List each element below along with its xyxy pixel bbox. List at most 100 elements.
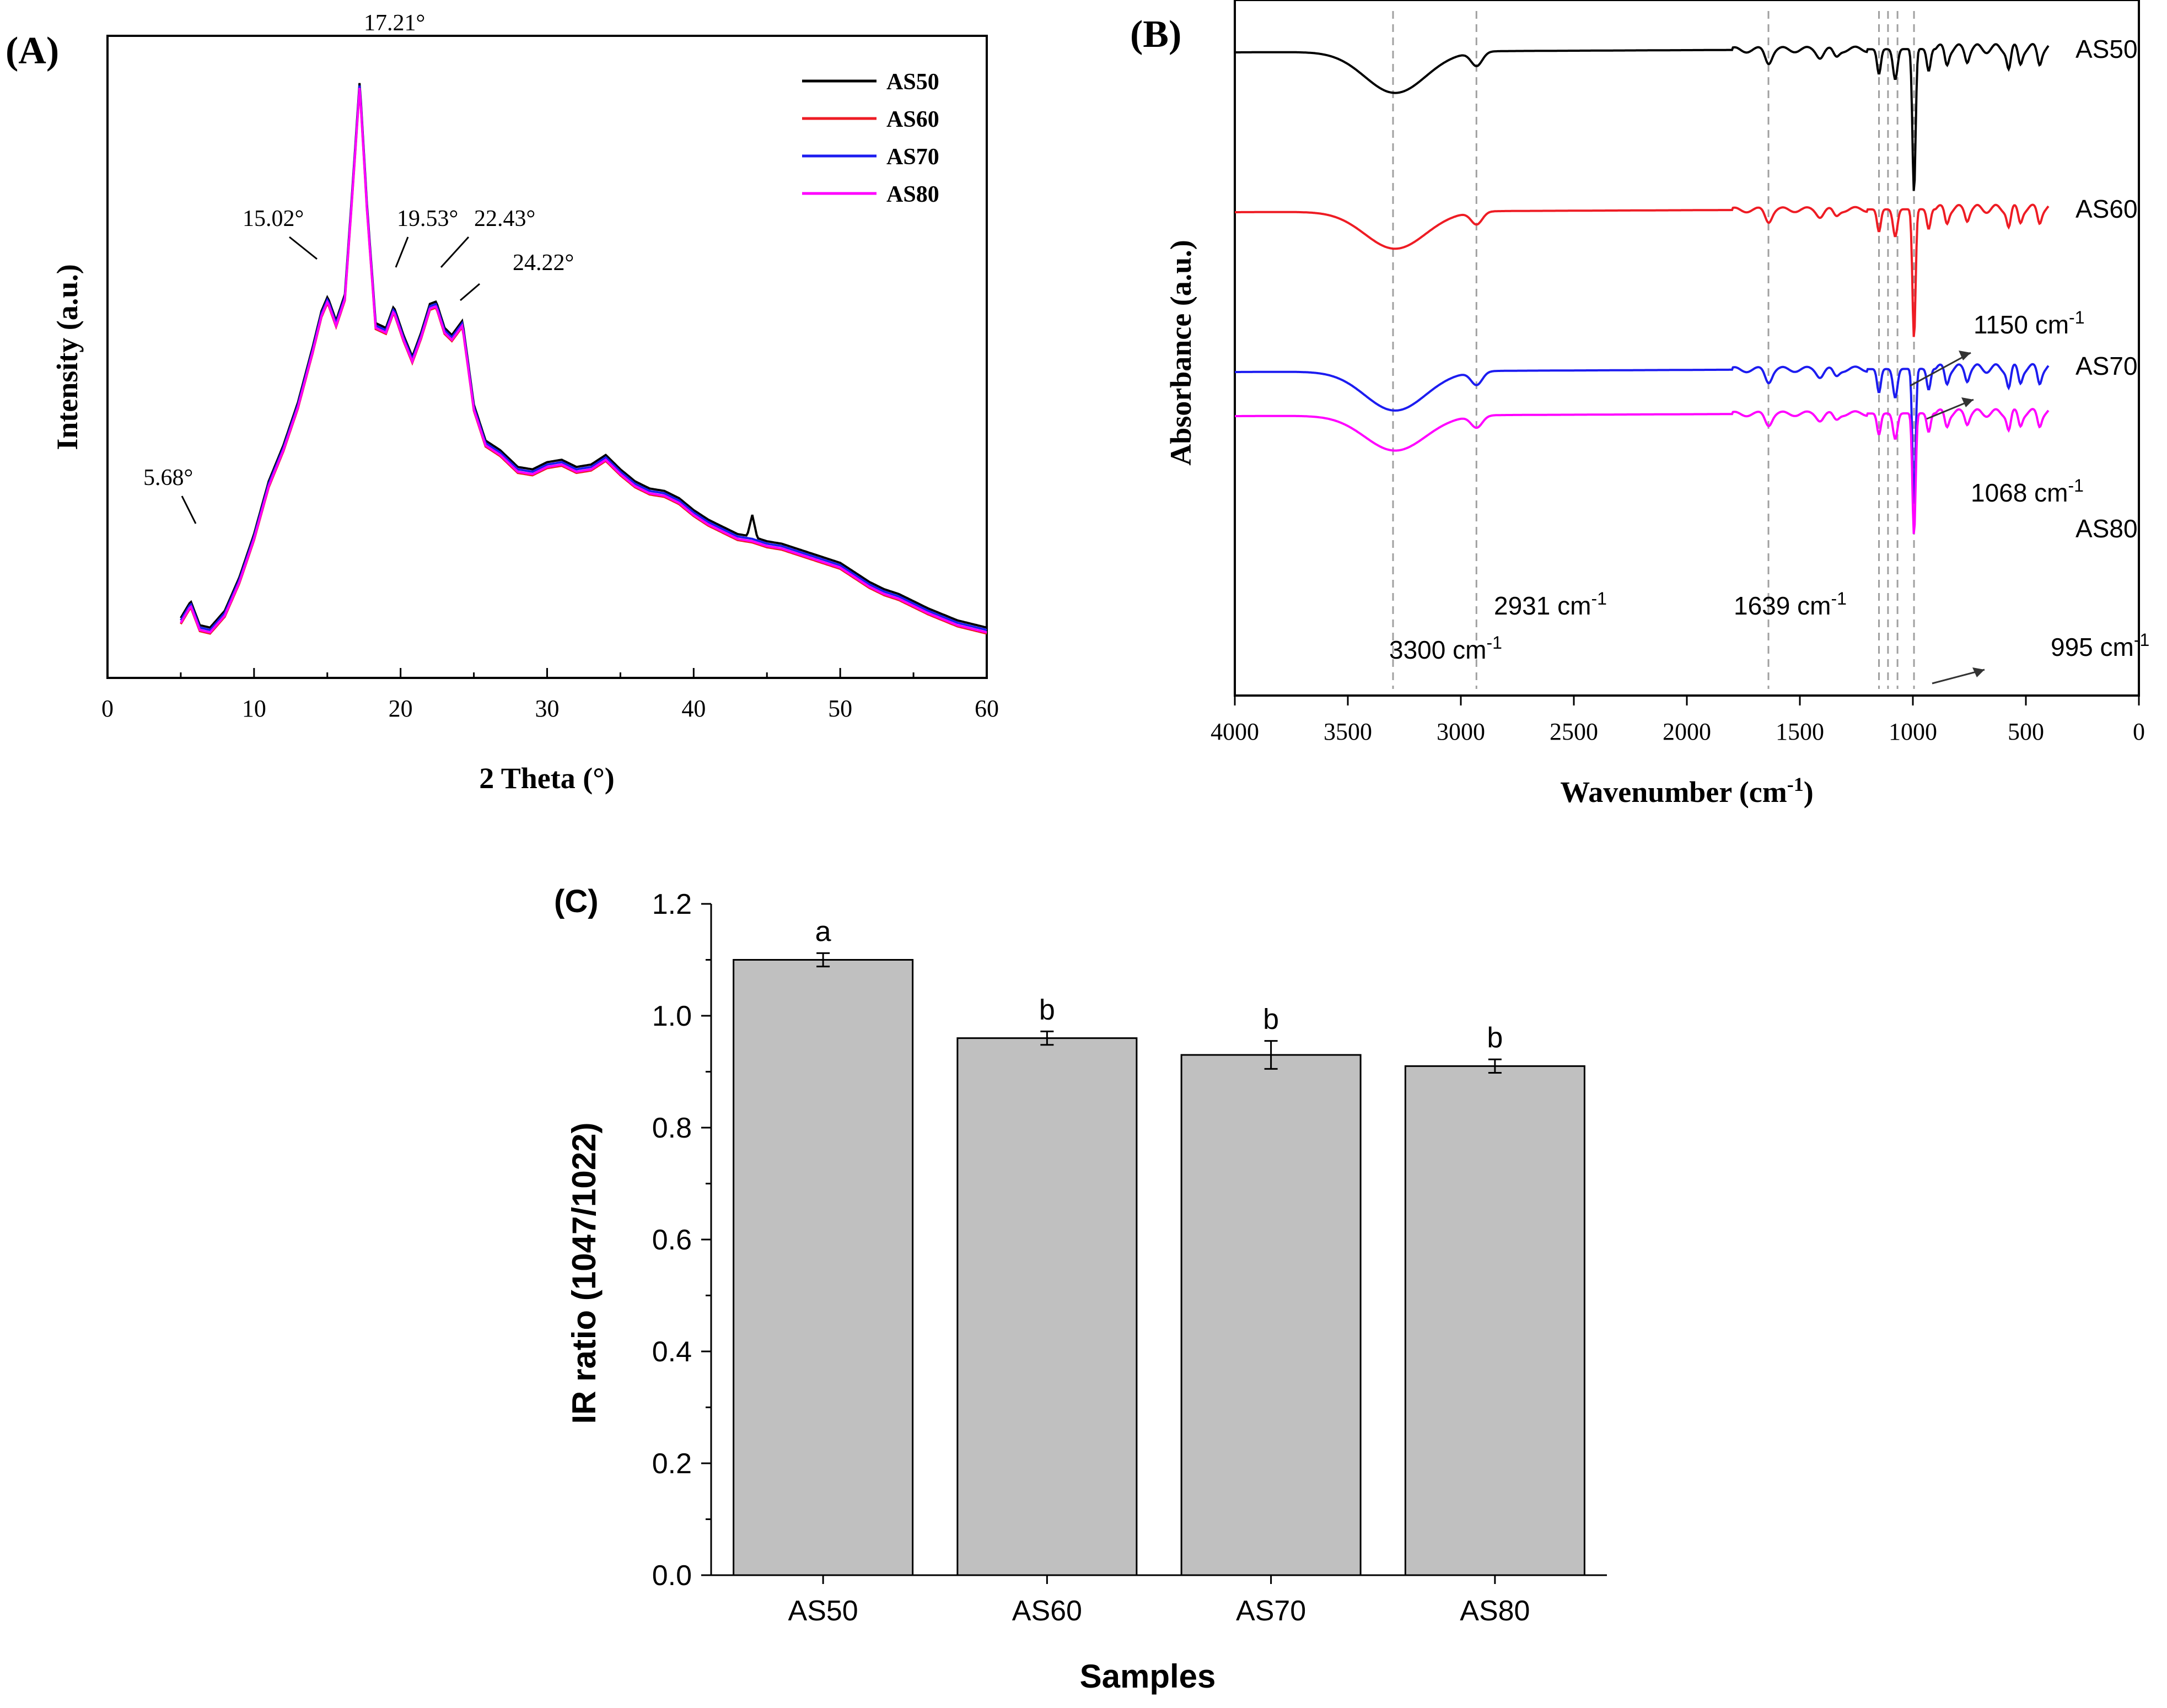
c-bar-as50	[733, 959, 914, 1576]
a-series-line-as70	[180, 85, 987, 632]
panel-a-label: (A)	[6, 30, 59, 72]
b-annotation-sup: -1	[2134, 630, 2149, 650]
c-xtick-label: AS70	[1236, 1595, 1306, 1627]
panel-b-x-label-main: Wavenumber (cm	[1560, 775, 1787, 809]
panel-b-series-labels: AS50 AS60 AS70 AS80	[2075, 35, 2138, 543]
panel-a-y-label: Intensity (a.u.)	[51, 264, 84, 450]
b-annotation-sup: -1	[2069, 308, 2084, 327]
c-bar-as60	[956, 1037, 1138, 1576]
panel-b-y-label: Absorbance (a.u.)	[1164, 240, 1197, 466]
panel-b-frame	[1234, 0, 2140, 697]
c-significance-letter: b	[1263, 1004, 1279, 1036]
b-annotation-sup: -1	[1591, 589, 1606, 608]
a-peak-annotation: 22.43°	[474, 206, 535, 231]
b-xtick-label: 2000	[1663, 718, 1711, 745]
a-xtick-label: 50	[828, 695, 852, 722]
b-annotation-value: 1150 cm	[1974, 310, 2069, 339]
b-annotation-sup: -1	[1486, 633, 1502, 653]
b-xtick-label: 3000	[1437, 718, 1485, 745]
panel-c-y-label: IR ratio (1047/1022)	[566, 1123, 603, 1424]
b-series-name: AS80	[2075, 514, 2138, 543]
a-xtick-label: 0	[101, 695, 114, 722]
c-ytick-label: 0.8	[652, 1112, 692, 1144]
c-ytick-label: 0.4	[652, 1336, 692, 1368]
b-xtick-label: 1500	[1776, 718, 1824, 745]
a-annotation-arrow	[440, 236, 470, 268]
panel-a-x-ticks: 0 10 20 30 40 50 60	[101, 668, 999, 722]
b-annotation-value: 995 cm	[2051, 633, 2134, 661]
c-bar-as70	[1180, 1054, 1362, 1576]
panel-b-curves	[1235, 43, 2050, 534]
panel-c-label: (C)	[554, 883, 599, 919]
a-xtick-label: 40	[681, 695, 706, 722]
a-xtick-label: 60	[975, 695, 999, 722]
panel-b-x-label: Wavenumber (cm-1)	[1560, 773, 1813, 809]
a-peak-annotation: 5.68°	[143, 465, 193, 491]
a-legend-label: AS60	[886, 107, 939, 132]
c-xtick-label: AS80	[1460, 1595, 1530, 1627]
panel-b-x-ticks: 4000 3500 3000 2500 2000 1500 1000 500 0	[1211, 696, 2145, 745]
b-annotation-value: 1639 cm	[1734, 591, 1831, 620]
b-annotation-value: 3300 cm	[1389, 635, 1486, 664]
c-ytick-label: 0.0	[652, 1560, 692, 1592]
b-series-name: AS60	[2075, 195, 2138, 223]
b-xtick-label: 1000	[1889, 718, 1937, 745]
a-peak-annotation: 19.53°	[397, 206, 458, 231]
c-significance-letter: a	[815, 915, 831, 947]
a-series-line-as60	[180, 89, 987, 635]
b-xtick-label: 500	[2008, 718, 2044, 745]
b-xtick-label: 4000	[1211, 718, 1259, 745]
b-series-line-as80	[1235, 408, 2050, 534]
b-annotation-arrow	[1910, 352, 1971, 387]
panel-b-x-label-end: )	[1804, 775, 1814, 809]
b-annotation-arrowhead	[1972, 667, 1985, 677]
b-xtick-label: 2500	[1550, 718, 1598, 745]
c-ytick-label: 1.0	[652, 1000, 692, 1032]
a-annotation-arrow	[395, 236, 409, 268]
b-annotation-arrowhead	[1959, 351, 1971, 360]
b-peak-annotation: 1068 cm-1	[1971, 476, 2084, 507]
panel-b-ftir: (B) 4000 3500 3000 2500 2000 1500 1000 500 0 AS5…	[1130, 0, 2149, 809]
b-annotation-value: 1068 cm	[1971, 478, 2068, 507]
panel-b-x-label-sup: -1	[1787, 773, 1804, 795]
b-peak-annotation: 2931 cm-1	[1494, 589, 1607, 620]
a-legend-label: AS70	[886, 144, 939, 170]
a-xtick-label: 20	[389, 695, 413, 722]
panel-c-x-label: Samples	[1080, 1658, 1216, 1695]
a-peak-annotation: 15.02°	[243, 206, 304, 231]
c-ytick-label: 0.6	[652, 1224, 692, 1256]
a-xtick-label: 10	[242, 695, 266, 722]
b-series-line-as60	[1235, 203, 2050, 337]
c-significance-letter: b	[1487, 1022, 1503, 1054]
b-series-name: AS70	[2075, 352, 2138, 380]
a-xtick-label: 30	[535, 695, 560, 722]
b-peak-annotation: 1150 cm-1	[1974, 308, 2084, 339]
b-series-name: AS50	[2075, 35, 2138, 63]
c-xtick-label: AS60	[1012, 1595, 1082, 1627]
b-series-line-as70	[1235, 363, 2050, 504]
a-annotation-arrow	[181, 495, 197, 524]
c-ytick-label: 1.2	[652, 888, 692, 920]
a-annotation-arrow	[460, 283, 480, 301]
b-peak-annotation: 3300 cm-1	[1389, 633, 1502, 664]
a-legend-label: AS80	[886, 182, 939, 207]
a-annotation-arrow	[289, 236, 318, 260]
a-legend-label: AS50	[886, 69, 939, 95]
b-xtick-label: 0	[2133, 718, 2145, 745]
c-bar-as80	[1404, 1065, 1585, 1576]
b-annotation-sup: -1	[1831, 589, 1846, 608]
panel-a-legend: AS50 AS60 AS70 AS80	[802, 69, 939, 207]
panel-a-x-label: 2 Theta (°)	[479, 762, 615, 795]
b-peak-annotation: 995 cm-1	[2051, 630, 2149, 661]
panel-a-xrd: (A) 0 10 20 30 40 50 60 5.68° 15.02° 17.21° 19.53…	[6, 10, 999, 795]
b-peak-annotation: 1639 cm-1	[1734, 589, 1847, 620]
panel-b-label: (B)	[1130, 13, 1181, 56]
a-peak-annotation: 24.22°	[513, 250, 574, 276]
b-annotation-sup: -1	[2068, 476, 2083, 495]
panel-c-ir-ratio: (C) 0.0 0.2 0.4 0.6 0.8 1.0 1.2 a AS50 b AS60 b AS7…	[554, 883, 1607, 1695]
a-series-line-as50	[180, 83, 987, 629]
b-annotation-value: 2931 cm	[1494, 591, 1591, 620]
a-peak-annotation: 17.21°	[364, 10, 425, 36]
